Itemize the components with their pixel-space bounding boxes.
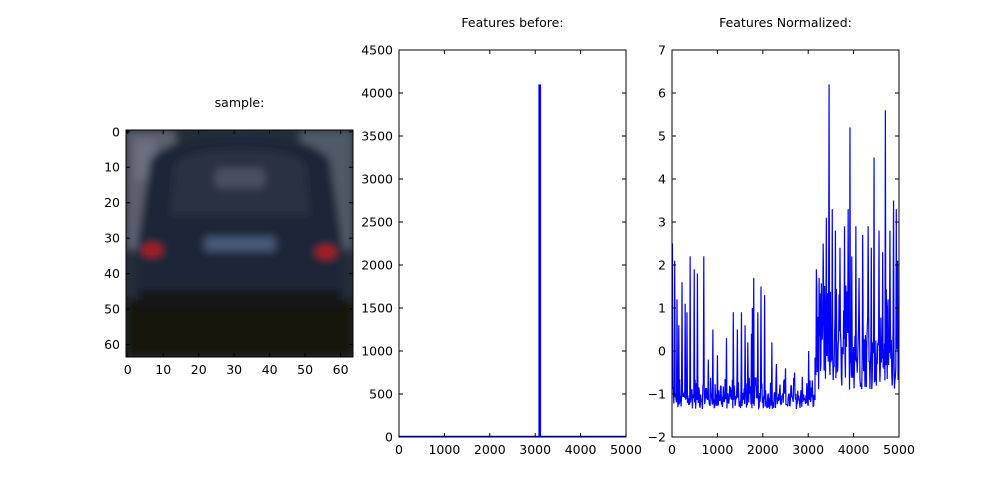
features-normalized-x-tick-label: 4000 [838,442,870,457]
sample-x-tick-label: 30 [226,362,242,377]
features-normalized-panel: Features Normalized: 0 1000 2000 3000 4000 50… [648,15,915,457]
features-before-y-tick-label: 1000 [361,344,393,359]
features-before-y-tick-label: 3500 [361,129,393,144]
sample-x-tick-label: 20 [191,362,207,377]
features-before-y-tick-label: 2500 [361,215,393,230]
features-normalized-x-tick-label: 0 [668,442,676,457]
features-before-x-tick-label: 1000 [428,442,460,457]
features-before-x-tick-label: 2000 [474,442,506,457]
features-before-y-tick-label: 2000 [361,258,393,273]
features-before-peak-bar [538,84,542,437]
features-before-x-tick-label: 0 [395,442,403,457]
features-normalized-y-tick-label: 1 [658,301,666,316]
features-normalized-title: Features Normalized: [719,15,852,30]
features-normalized-y-tick-label: −1 [648,387,666,402]
features-normalized-y-tick-label: 5 [658,129,666,144]
features-before-y-tick-label: 0 [385,430,393,445]
features-normalized-y-tick-label: 7 [658,43,666,58]
sample-title: sample: [215,95,265,110]
features-normalized-y-ticks: −2 −1 0 1 2 3 4 5 6 7 [648,43,899,445]
features-normalized-y-tick-label: −2 [648,430,666,445]
sample-panel: sample: [104,95,354,377]
features-normalized-plot-area [672,84,899,411]
features-normalized-line [672,84,899,411]
features-normalized-x-ticks: 0 1000 2000 3000 4000 5000 [668,50,915,457]
sample-y-tick-label: 10 [104,160,120,175]
sample-y-tick-label: 0 [112,124,120,139]
sample-axes-frame [125,129,354,358]
features-before-y-tick-label: 3000 [361,172,393,187]
features-normalized-x-tick-label: 3000 [792,442,824,457]
sample-y-tick-label: 50 [104,302,120,317]
features-normalized-y-tick-label: 6 [658,86,666,101]
sample-x-tick-label: 0 [124,362,132,377]
features-before-y-tick-label: 4000 [361,86,393,101]
sample-x-tick-label: 60 [333,362,349,377]
features-normalized-x-tick-label: 2000 [747,442,779,457]
features-before-axes-frame [398,49,627,438]
features-before-x-ticks: 0 1000 2000 3000 4000 5000 [395,50,642,457]
sample-x-tick-label: 10 [155,362,171,377]
features-normalized-axes-frame [671,49,900,438]
features-before-panel: Features before: 0 1000 2000 3000 4000 5000 0… [361,15,642,457]
sample-y-ticks: 0 10 20 30 40 50 60 [104,124,353,352]
sample-image [126,130,353,357]
sample-x-tick-label: 50 [297,362,313,377]
features-before-x-tick-label: 4000 [565,442,597,457]
features-before-y-tick-label: 1500 [361,301,393,316]
features-before-x-tick-label: 5000 [610,442,642,457]
features-before-y-ticks: 0 500 1000 1500 2000 2500 3000 3500 4000 4500 [361,43,626,445]
sample-x-ticks: 0 10 20 30 40 50 60 [124,130,349,377]
features-normalized-y-tick-label: 3 [658,215,666,230]
features-before-x-tick-label: 3000 [519,442,551,457]
features-before-y-tick-label: 4500 [361,43,393,58]
features-before-plot-area [399,84,626,437]
sample-y-tick-label: 30 [104,231,120,246]
sample-y-tick-label: 20 [104,195,120,210]
features-normalized-y-tick-label: 2 [658,258,666,273]
features-normalized-x-tick-label: 1000 [701,442,733,457]
sample-x-tick-label: 40 [262,362,278,377]
features-normalized-y-tick-label: 4 [658,172,666,187]
features-before-y-tick-label: 500 [369,387,393,402]
features-before-title: Features before: [461,15,563,30]
features-normalized-y-tick-label: 0 [658,344,666,359]
sample-y-tick-label: 60 [104,337,120,352]
features-normalized-x-tick-label: 5000 [883,442,915,457]
sample-y-tick-label: 40 [104,266,120,281]
